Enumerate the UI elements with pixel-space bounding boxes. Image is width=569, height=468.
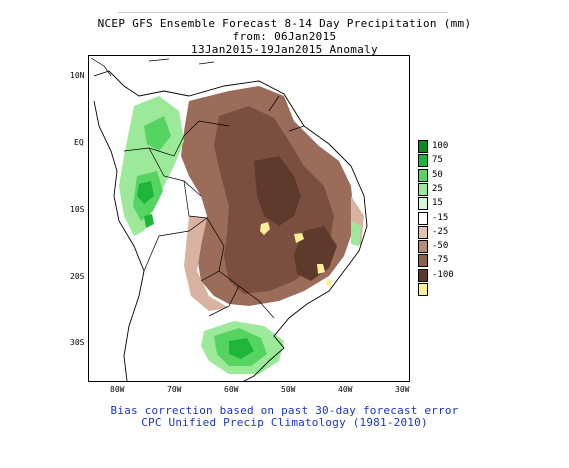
legend-label: -15: [432, 212, 449, 223]
wet-anomaly-east-coast: [351, 221, 361, 246]
lon-label-40w: 40W: [338, 385, 353, 394]
legend-swatch: [418, 140, 428, 153]
legend-label: 25: [432, 183, 443, 194]
country-borders: [123, 95, 305, 319]
extreme-dry-spot: [260, 222, 332, 287]
lon-label-60w: 60W: [224, 385, 239, 394]
legend-swatch: [418, 254, 428, 268]
legend-label: 15: [432, 198, 443, 209]
legend-label: 75: [432, 155, 443, 166]
wet-anomaly-south-peak: [229, 338, 254, 359]
legend-swatch: [418, 168, 428, 182]
lon-label-70w: 70W: [167, 385, 182, 394]
precip-anomaly-map: [90, 57, 368, 381]
legend-swatch: [418, 197, 428, 211]
legend-label: 100: [432, 141, 449, 151]
legend-swatch: [418, 283, 428, 296]
legend-swatch: [418, 268, 428, 282]
coastline: [93, 70, 368, 381]
map-frame: [88, 55, 410, 382]
legend-label: -75: [432, 255, 449, 266]
central-america-outline: [90, 57, 215, 77]
lat-label-10s: 10S: [70, 205, 85, 214]
lat-label-10n: 10N: [70, 71, 85, 80]
light-dry-fringe: [184, 196, 364, 311]
map-subtitle-date: from: 06Jan2015: [232, 30, 337, 43]
lat-label-20s: 20S: [70, 272, 85, 281]
lat-label-30s: 30S: [70, 338, 85, 347]
top-rule: [118, 12, 448, 13]
legend-swatch: [418, 240, 428, 254]
lon-label-30w: 30W: [395, 385, 410, 394]
wet-anomaly-west-peak: [137, 181, 154, 228]
legend-swatch: [418, 154, 428, 168]
legend-swatch: [418, 211, 428, 225]
lon-label-80w: 80W: [110, 385, 125, 394]
very-dry-region: [254, 156, 337, 281]
lat-label-eq: EQ: [74, 138, 84, 147]
footer-climatology-note: CPC Unified Precip Climatology (1981-201…: [141, 416, 428, 429]
legend-label: 50: [432, 169, 443, 180]
legend-swatch: [418, 225, 428, 239]
map-subtitle-period: 13Jan2015-19Jan2015 Anomaly: [191, 43, 378, 56]
legend-label: -50: [432, 241, 449, 252]
legend-swatch: [418, 182, 428, 196]
footer-bias-note: Bias correction based on past 30-day for…: [110, 404, 459, 417]
legend-label: -100: [432, 269, 454, 280]
map-title: NCEP GFS Ensemble Forecast 8-14 Day Prec…: [97, 17, 472, 30]
legend-label: -25: [432, 226, 449, 237]
lon-label-50w: 50W: [281, 385, 296, 394]
